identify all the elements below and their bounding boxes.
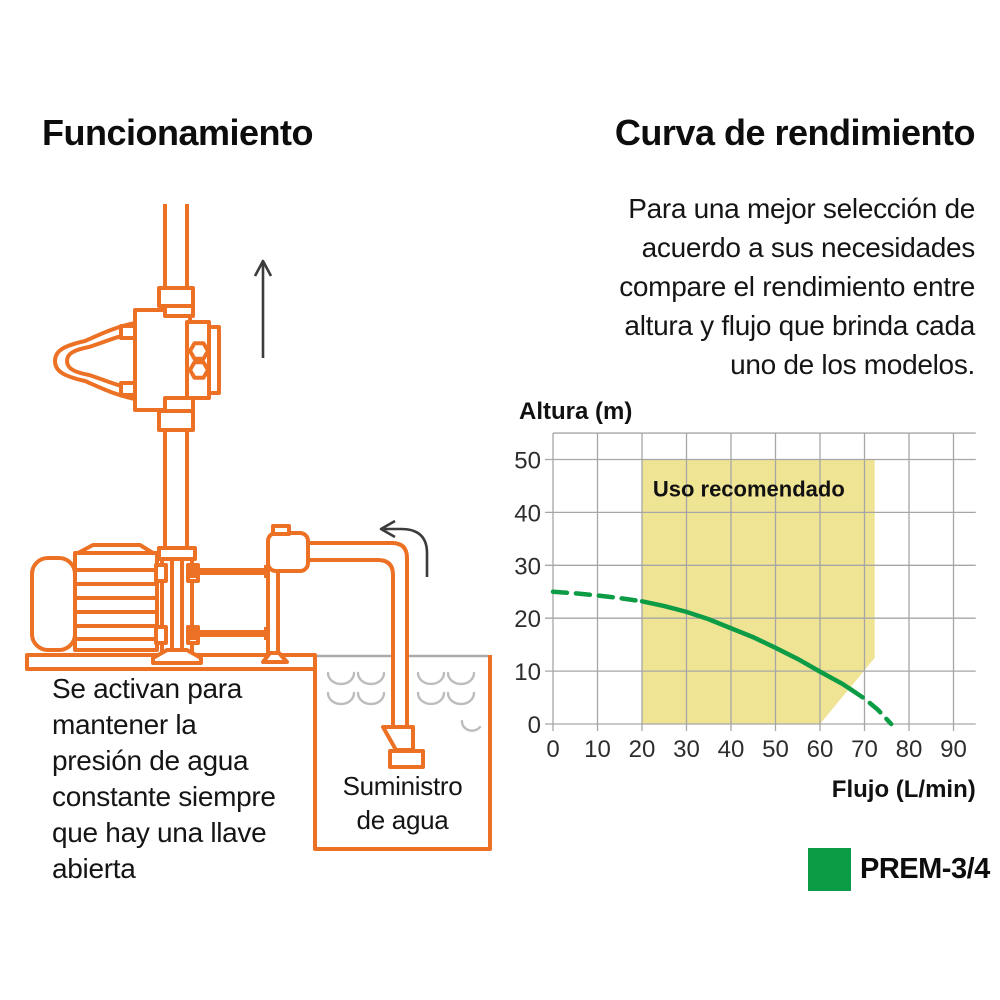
intro-paragraph: Para una mejor selección de acuerdo a su… xyxy=(515,189,975,384)
svg-text:50: 50 xyxy=(762,736,789,763)
caption-line: que hay una llave xyxy=(52,817,267,848)
pump xyxy=(30,524,310,665)
y-axis-title: Altura (m) xyxy=(519,398,632,425)
svg-text:0: 0 xyxy=(528,712,541,739)
motor-body xyxy=(73,551,159,652)
svg-text:10: 10 xyxy=(514,659,541,686)
foot-valve xyxy=(381,725,415,752)
svg-text:60: 60 xyxy=(807,736,834,763)
chart-grid xyxy=(545,432,976,731)
legend-label: PREM-3/4 xyxy=(860,853,990,885)
intro-line: compare el rendimiento entre xyxy=(619,271,975,302)
caption-line: abierta xyxy=(52,853,136,884)
caption-line: presión de agua xyxy=(52,745,249,776)
svg-text:80: 80 xyxy=(896,736,923,763)
svg-text:20: 20 xyxy=(629,736,656,763)
curved-arrow-icon xyxy=(384,527,429,577)
caption-line: mantener la xyxy=(52,709,197,740)
tie-rod xyxy=(192,630,272,637)
controller-body xyxy=(133,308,192,412)
svg-text:40: 40 xyxy=(514,500,541,527)
pump-caption: Se activan para mantener la presión de a… xyxy=(52,671,332,887)
tie-rod xyxy=(192,568,272,575)
intro-line: uno de los modelos. xyxy=(730,349,975,380)
left-section-title: Funcionamiento xyxy=(42,112,314,153)
caption-line: Se activan para xyxy=(52,673,243,704)
svg-text:0: 0 xyxy=(546,736,559,763)
hex-nut-icon xyxy=(188,341,210,361)
flow-arrows xyxy=(253,259,429,577)
right-section-title: Curva de rendimiento xyxy=(614,112,976,153)
intro-line: acuerdo a sus necesidades xyxy=(641,232,976,263)
svg-text:30: 30 xyxy=(673,736,700,763)
svg-text:30: 30 xyxy=(514,553,541,580)
motor-end-cap xyxy=(30,556,77,652)
svg-text:10: 10 xyxy=(584,736,611,763)
recommended-use-region xyxy=(642,459,875,724)
suction-pipe xyxy=(306,541,425,769)
water-supply-label: Suministro de agua xyxy=(342,771,463,835)
svg-text:50: 50 xyxy=(514,448,541,475)
hex-nut-icon xyxy=(188,360,210,380)
region-label: Uso recomendado xyxy=(653,477,845,502)
pump-head xyxy=(266,531,310,573)
performance-chart: Uso recomendado 0 10 20 30 40 50 60 70 80 90 0 10 20 3… xyxy=(514,398,976,803)
intro-line: altura y flujo que brinda cada xyxy=(624,310,975,341)
caption-line: constante siempre xyxy=(52,781,276,812)
controller-handle xyxy=(53,321,136,401)
pump-diagram xyxy=(25,204,492,851)
x-axis-title: Flujo (L/min) xyxy=(832,776,976,803)
svg-text:20: 20 xyxy=(514,606,541,633)
intro-line: Para una mejor selección de xyxy=(628,193,975,224)
water-waves xyxy=(326,671,482,732)
chart-legend: PREM-3/4 xyxy=(808,848,990,891)
legend-color-swatch xyxy=(808,848,851,891)
svg-text:70: 70 xyxy=(851,736,878,763)
pump-curve xyxy=(550,589,894,727)
tick-labels: 0 10 20 30 40 50 60 70 80 90 0 10 20 30 40 50 xyxy=(514,448,967,764)
svg-text:90: 90 xyxy=(940,736,967,763)
pressure-controller xyxy=(53,204,221,550)
svg-text:40: 40 xyxy=(718,736,745,763)
